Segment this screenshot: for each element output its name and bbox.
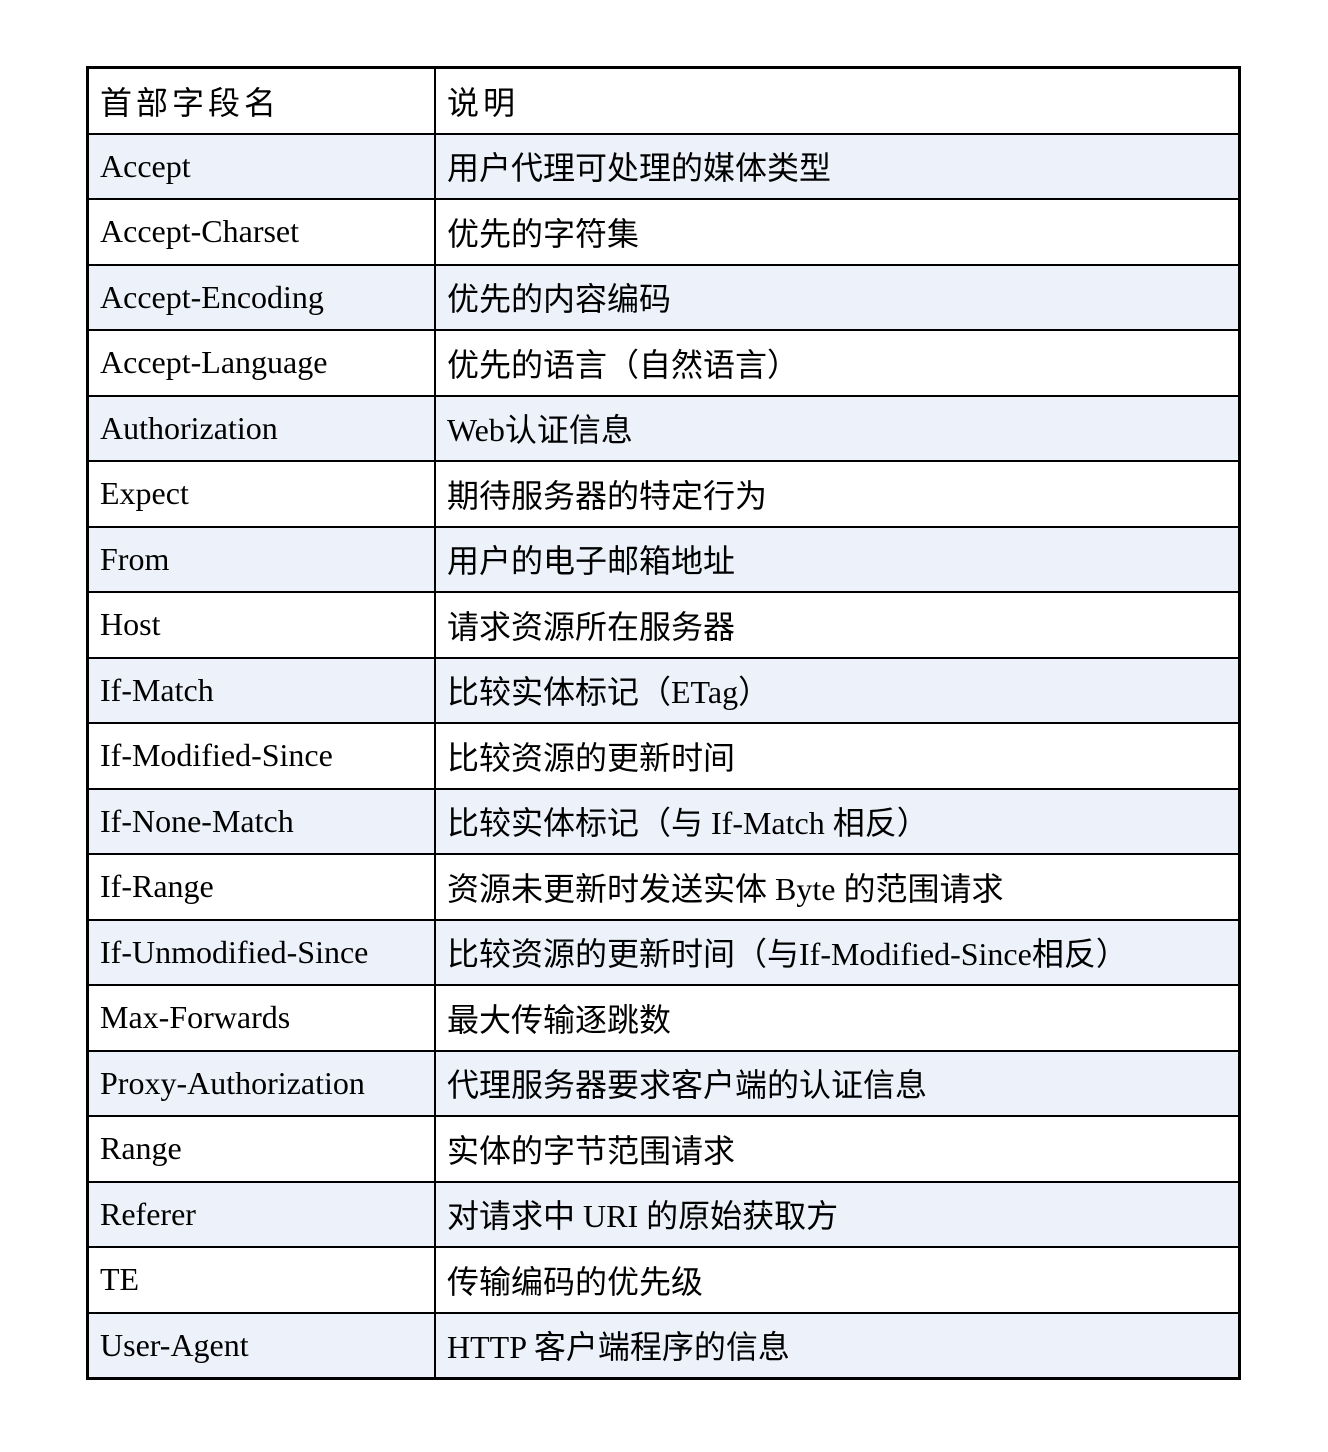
table-row: Referer 对请求中 URI 的原始获取方 <box>86 1180 1241 1248</box>
field-name-cell: Max-Forwards <box>86 984 436 1052</box>
field-name-cell: Host <box>86 591 436 659</box>
field-name-cell: If-Unmodified-Since <box>86 918 436 986</box>
field-name-cell: Accept <box>86 132 436 200</box>
table-row: Authorization Web认证信息 <box>86 394 1241 462</box>
field-name-cell: Referer <box>86 1180 436 1248</box>
field-name-cell: Accept-Charset <box>86 198 436 266</box>
header-field-name: 首部字段名 <box>86 66 436 135</box>
description-cell: 代理服务器要求客户端的认证信息 <box>434 1049 1241 1117</box>
table-row: Max-Forwards 最大传输逐跳数 <box>86 984 1241 1052</box>
request-header-fields-table: 首部字段名 说明 Accept 用户代理可处理的媒体类型 Accept-Charse… <box>86 66 1241 1380</box>
header-description: 说明 <box>434 66 1241 135</box>
table-row: Accept-Encoding 优先的内容编码 <box>86 263 1241 331</box>
table-row: Accept-Charset 优先的字符集 <box>86 198 1241 266</box>
description-cell: 比较资源的更新时间 <box>434 722 1241 790</box>
field-name-cell: Accept-Language <box>86 329 436 397</box>
table-row: Range 实体的字节范围请求 <box>86 1115 1241 1183</box>
table-row: If-Modified-Since 比较资源的更新时间 <box>86 722 1241 790</box>
table-row: From 用户的电子邮箱地址 <box>86 525 1241 593</box>
description-cell: 资源未更新时发送实体 Byte 的范围请求 <box>434 853 1241 921</box>
description-cell: Web认证信息 <box>434 394 1241 462</box>
description-cell: 优先的字符集 <box>434 198 1241 266</box>
table-row: User-Agent HTTP 客户端程序的信息 <box>86 1311 1241 1380</box>
field-name-cell: From <box>86 525 436 593</box>
field-name-cell: If-Match <box>86 656 436 724</box>
description-cell: 优先的内容编码 <box>434 263 1241 331</box>
table-row: Proxy-Authorization 代理服务器要求客户端的认证信息 <box>86 1049 1241 1117</box>
field-name-cell: TE <box>86 1246 436 1314</box>
table-row: If-Range 资源未更新时发送实体 Byte 的范围请求 <box>86 853 1241 921</box>
description-cell: 比较实体标记（ETag） <box>434 656 1241 724</box>
table-row: Accept 用户代理可处理的媒体类型 <box>86 132 1241 200</box>
table-row: TE 传输编码的优先级 <box>86 1246 1241 1314</box>
field-name-cell: Authorization <box>86 394 436 462</box>
description-cell: 用户代理可处理的媒体类型 <box>434 132 1241 200</box>
table-row: Expect 期待服务器的特定行为 <box>86 460 1241 528</box>
description-cell: 对请求中 URI 的原始获取方 <box>434 1180 1241 1248</box>
description-cell: 比较实体标记（与 If-Match 相反） <box>434 787 1241 855</box>
description-cell: 最大传输逐跳数 <box>434 984 1241 1052</box>
field-name-cell: Expect <box>86 460 436 528</box>
field-name-cell: If-Modified-Since <box>86 722 436 790</box>
field-name-cell: Range <box>86 1115 436 1183</box>
field-name-cell: If-None-Match <box>86 787 436 855</box>
description-cell: 优先的语言（自然语言） <box>434 329 1241 397</box>
description-cell: 请求资源所在服务器 <box>434 591 1241 659</box>
table-row: If-None-Match 比较实体标记（与 If-Match 相反） <box>86 787 1241 855</box>
table-row: If-Unmodified-Since 比较资源的更新时间（与If-Modifie… <box>86 918 1241 986</box>
description-cell: HTTP 客户端程序的信息 <box>434 1311 1241 1380</box>
field-name-cell: User-Agent <box>86 1311 436 1380</box>
description-cell: 期待服务器的特定行为 <box>434 460 1241 528</box>
table-row: Accept-Language 优先的语言（自然语言） <box>86 329 1241 397</box>
description-cell: 实体的字节范围请求 <box>434 1115 1241 1183</box>
table-row: Host 请求资源所在服务器 <box>86 591 1241 659</box>
field-name-cell: Proxy-Authorization <box>86 1049 436 1117</box>
table-header-row: 首部字段名 说明 <box>86 66 1241 135</box>
table-row: If-Match 比较实体标记（ETag） <box>86 656 1241 724</box>
field-name-cell: If-Range <box>86 853 436 921</box>
description-cell: 比较资源的更新时间（与If-Modified-Since相反） <box>434 918 1241 986</box>
field-name-cell: Accept-Encoding <box>86 263 436 331</box>
description-cell: 传输编码的优先级 <box>434 1246 1241 1314</box>
description-cell: 用户的电子邮箱地址 <box>434 525 1241 593</box>
